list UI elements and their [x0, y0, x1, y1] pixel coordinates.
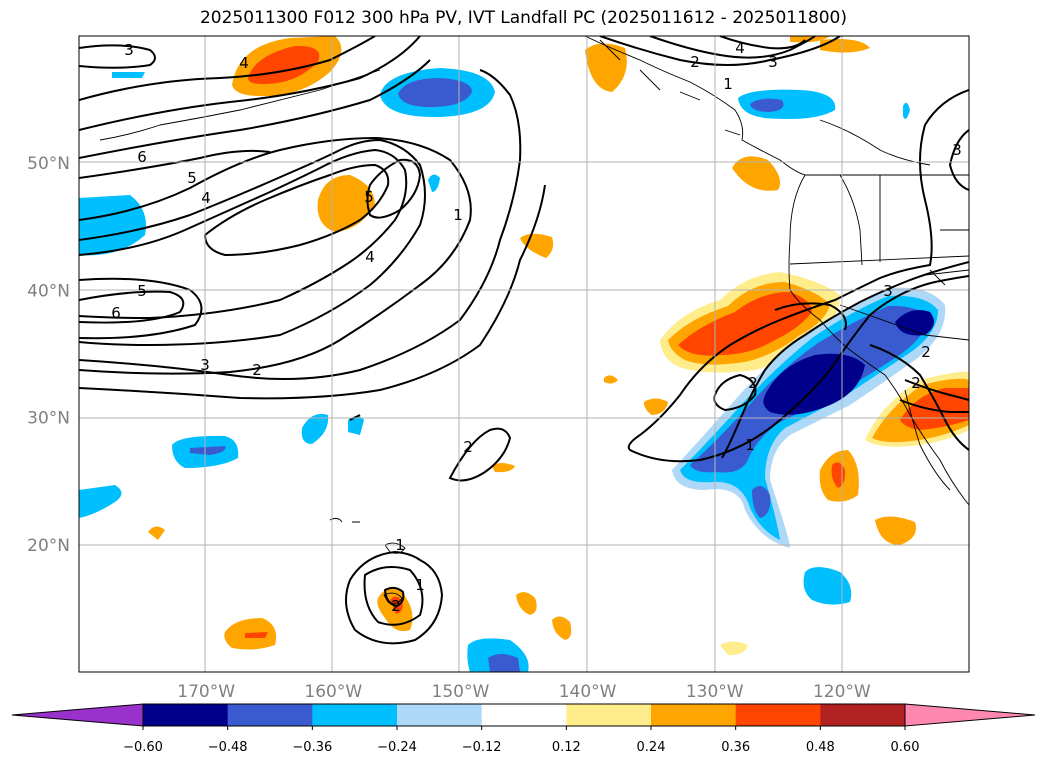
- colorbar-segment: [566, 704, 652, 726]
- x-tick-label: 120°W: [813, 682, 871, 702]
- colorbar-tick-label: −0.60: [123, 740, 163, 755]
- x-tick-label: 170°W: [177, 682, 235, 702]
- colorbar-tick-label: −0.12: [462, 740, 502, 755]
- y-tick-label: 40°N: [27, 281, 70, 301]
- x-tick-label: 160°W: [304, 682, 362, 702]
- colorbar-tick-label: −0.48: [208, 740, 248, 755]
- colorbar-extend-low: [11, 703, 144, 727]
- x-tick-label: 150°W: [432, 682, 490, 702]
- contour-label: 5: [187, 169, 197, 187]
- contour-label: 1: [395, 536, 405, 554]
- contour-label: 4: [239, 54, 249, 72]
- colorbar-segment: [820, 704, 906, 726]
- y-tick-label: 50°N: [27, 154, 70, 174]
- y-tick-label: 30°N: [27, 409, 70, 429]
- colorbar-tick-label: 0.12: [552, 740, 581, 755]
- contour-label: 3: [768, 53, 778, 71]
- colorbar-segment: [735, 704, 821, 726]
- contour-label: 3: [124, 41, 134, 59]
- contour-label: 2: [252, 361, 262, 379]
- colorbar-tick-label: −0.24: [377, 740, 417, 755]
- x-axis-labels: 170°W 160°W 150°W 140°W 130°W 120°W: [177, 682, 871, 702]
- contour-label: 2: [463, 438, 473, 456]
- x-tick-label: 140°W: [559, 682, 617, 702]
- colorbar-segment: [651, 704, 737, 726]
- gridlines: [79, 36, 969, 672]
- colorbar: −0.60 −0.48 −0.36 −0.24 −0.12 0.12 0.24 0.36 0.4…: [11, 703, 1036, 755]
- contour-label: 3: [952, 141, 962, 159]
- contour-label: 2: [921, 343, 931, 361]
- contour-label: 2: [911, 374, 921, 392]
- contour-label: 1: [745, 436, 755, 454]
- colorbar-segment: [227, 704, 313, 726]
- contour-label: 6: [137, 148, 147, 166]
- contour-label: 2: [748, 374, 758, 392]
- contour-label: 1: [723, 75, 733, 93]
- colorbar-segment: [312, 704, 398, 726]
- contour-label: 2: [690, 53, 700, 71]
- x-tick-label: 130°W: [686, 682, 744, 702]
- contour-label: 3: [883, 282, 893, 300]
- contour-label: 4: [201, 189, 211, 207]
- colorbar-tick-label: 0.48: [806, 740, 835, 755]
- contour-label: 6: [111, 304, 121, 322]
- contour-label: 4: [735, 39, 745, 57]
- colorbar-segment: [397, 704, 483, 726]
- y-axis-labels: 50°N 40°N 30°N 20°N: [27, 154, 70, 556]
- contour-label: 4: [365, 248, 375, 266]
- colorbar-tick-label: −0.36: [292, 740, 332, 755]
- contour-label: 2: [391, 597, 401, 615]
- contour-label: 5: [137, 282, 147, 300]
- colorbar-segment: [143, 704, 229, 726]
- colorbar-tick-label: 0.36: [721, 740, 750, 755]
- contour-label: 5: [364, 188, 374, 206]
- contour-label: 3: [200, 356, 210, 374]
- contour-label: 1: [453, 206, 463, 224]
- colorbar-tick-label: 0.60: [891, 740, 920, 755]
- colorbar-frame: [142, 703, 906, 727]
- contour-label: 1: [415, 576, 425, 594]
- colorbar-tick-label: 0.24: [637, 740, 666, 755]
- chart-title: 2025011300 F012 300 hPa PV, IVT Landfall…: [199, 8, 847, 28]
- colorbar-extend-high: [904, 703, 1036, 727]
- colorbar-segment: [481, 704, 567, 726]
- map-frame: [78, 35, 970, 673]
- pv-contours: [79, 36, 969, 645]
- y-tick-label: 20°N: [27, 536, 70, 556]
